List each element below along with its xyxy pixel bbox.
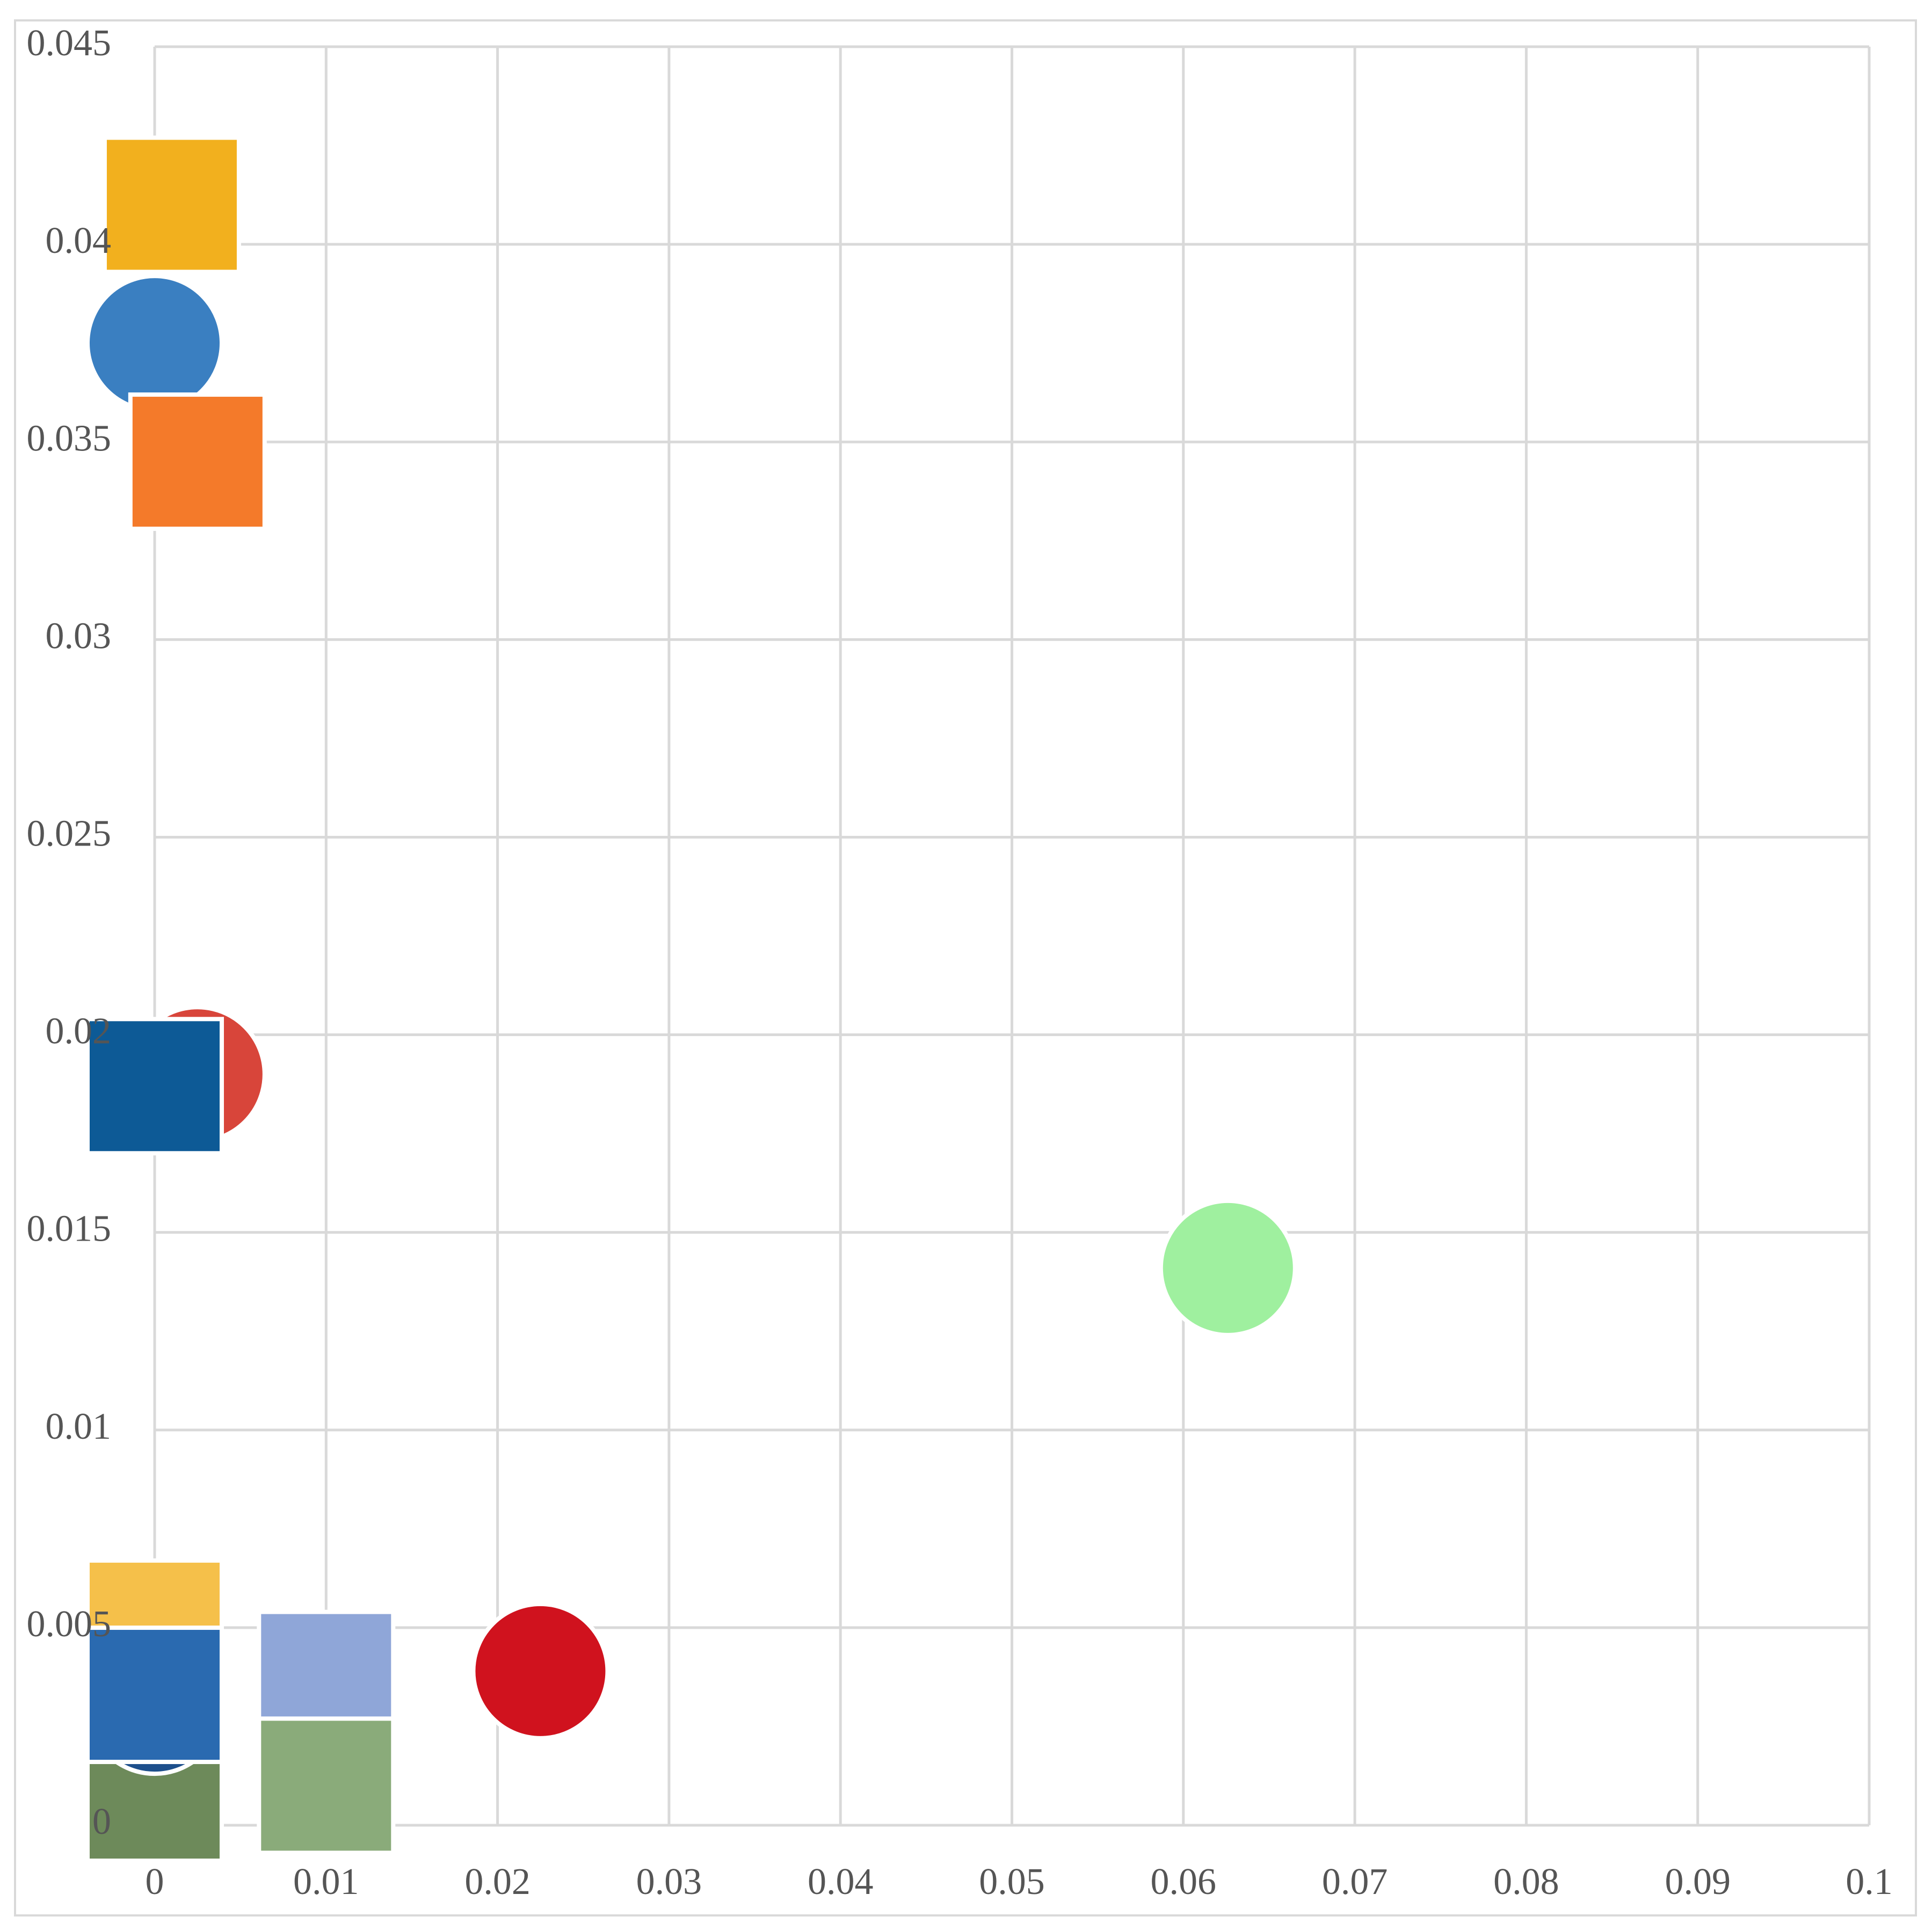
x-tick-label: 0.07 bbox=[1322, 1861, 1388, 1903]
x-tick-label: 0.03 bbox=[636, 1861, 702, 1903]
point bbox=[257, 1716, 396, 1855]
point bbox=[471, 1601, 610, 1740]
y-tick-label: 0.03 bbox=[46, 615, 112, 657]
x-tick-label: 0 bbox=[146, 1861, 164, 1903]
x-tick-label: 0.08 bbox=[1493, 1861, 1559, 1903]
x-tick-label: 0.09 bbox=[1665, 1861, 1731, 1903]
point bbox=[85, 1017, 224, 1156]
chart-border bbox=[14, 19, 1917, 1917]
y-tick-label: 0.045 bbox=[27, 23, 112, 64]
x-tick-label: 0.02 bbox=[464, 1861, 531, 1903]
y-tick-label: 0.005 bbox=[27, 1604, 112, 1645]
point bbox=[1158, 1198, 1297, 1337]
x-tick-label: 0.05 bbox=[979, 1861, 1045, 1903]
x-tick-label: 0.04 bbox=[808, 1861, 874, 1903]
y-tick-label: 0.025 bbox=[27, 813, 112, 855]
point bbox=[128, 392, 267, 531]
point bbox=[85, 1626, 224, 1765]
y-tick-label: 0.035 bbox=[27, 418, 112, 459]
y-tick-label: 0.015 bbox=[27, 1208, 112, 1250]
x-tick-label: 0.1 bbox=[1846, 1861, 1893, 1903]
point bbox=[85, 274, 224, 413]
x-tick-label: 0.01 bbox=[293, 1861, 359, 1903]
y-tick-label: 0.04 bbox=[46, 220, 112, 261]
point bbox=[102, 135, 241, 274]
y-tick-label: 0.01 bbox=[46, 1406, 112, 1447]
y-tick-label: 0.02 bbox=[46, 1011, 112, 1052]
x-tick-label: 0.06 bbox=[1151, 1861, 1217, 1903]
y-tick-label: 0 bbox=[92, 1801, 111, 1842]
